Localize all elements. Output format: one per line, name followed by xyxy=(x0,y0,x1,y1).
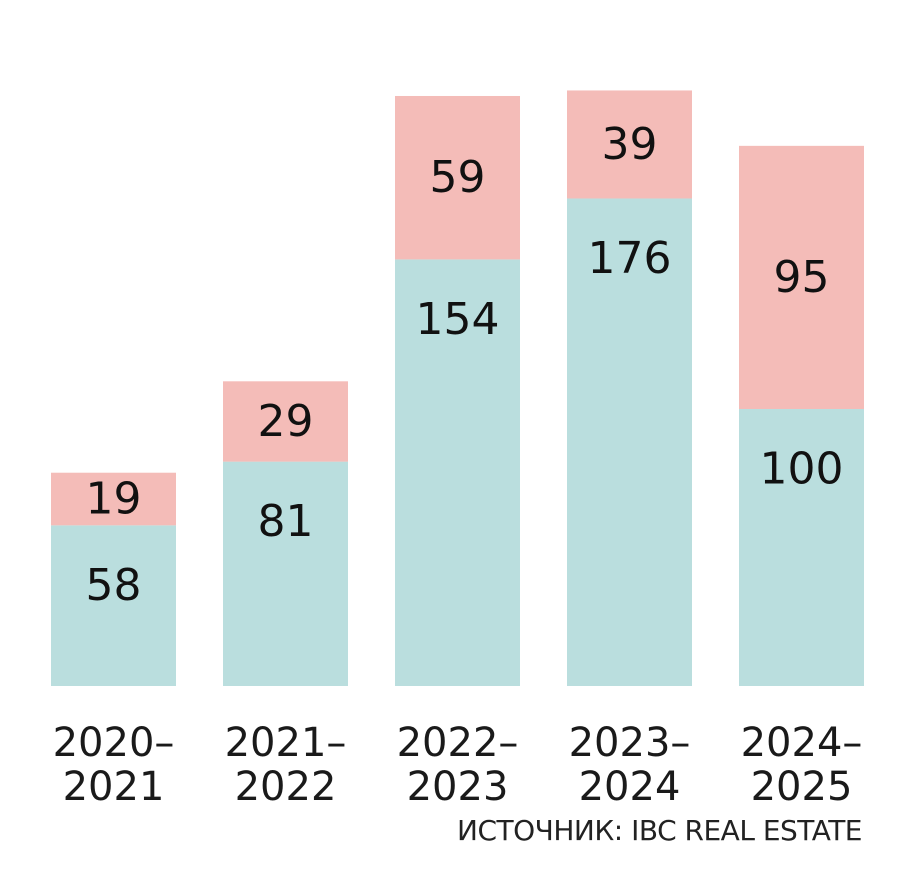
x-tick-label-2: 2022– 2023 xyxy=(397,720,519,810)
bar-segment-lower-2 xyxy=(395,259,520,686)
value-label-lower-3: 176 xyxy=(588,233,672,284)
x-tick-label-line: 2021– xyxy=(225,720,347,766)
bar-segment-upper-4 xyxy=(739,145,864,409)
value-label-lower-0: 58 xyxy=(86,560,142,611)
x-tick-label-line: 2023 xyxy=(407,764,509,810)
x-tick-label-line: 2022 xyxy=(235,764,337,810)
x-tick-label-line: 2020– xyxy=(53,720,175,766)
value-label-upper-2: 59 xyxy=(430,152,486,203)
value-label-upper-3: 39 xyxy=(602,119,658,170)
x-tick-label-line: 2024 xyxy=(579,764,681,810)
x-tick-label-line: 2025 xyxy=(751,764,853,810)
x-tick-label-line: 2022– xyxy=(397,720,519,766)
value-label-upper-4: 95 xyxy=(774,252,830,303)
x-tick-label-1: 2021– 2022 xyxy=(225,720,347,810)
bar-segment-lower-0 xyxy=(51,525,176,686)
bar-segment-upper-2 xyxy=(395,95,520,260)
bars-group xyxy=(51,90,864,687)
value-label-upper-0: 19 xyxy=(86,474,142,525)
x-tick-label-line: 2021 xyxy=(63,764,165,810)
bar-segment-lower-3 xyxy=(567,198,692,687)
x-tick-label-3: 2023– 2024 xyxy=(569,720,691,810)
value-label-upper-1: 29 xyxy=(258,396,314,447)
x-tick-label-0: 2020– 2021 xyxy=(53,720,175,810)
x-tick-label-line: 2023– xyxy=(569,720,691,766)
bar-segment-lower-1 xyxy=(223,461,348,686)
x-tick-label-4: 2024– 2025 xyxy=(741,720,863,810)
x-tick-label-line: 2024– xyxy=(741,720,863,766)
value-label-lower-2: 154 xyxy=(416,294,500,345)
bar-segment-upper-3 xyxy=(567,90,692,199)
value-label-lower-1: 81 xyxy=(258,496,314,547)
source-note: ИСТОЧНИК: IBC REAL ESTATE xyxy=(457,814,862,847)
bar-segment-upper-0 xyxy=(51,472,176,526)
bar-segment-upper-1 xyxy=(223,381,348,462)
value-labels-group: 58 19 81 29 154 59 176 39 100 95 xyxy=(86,119,844,611)
bar-segment-lower-4 xyxy=(739,409,864,686)
value-label-lower-4: 100 xyxy=(760,444,844,495)
